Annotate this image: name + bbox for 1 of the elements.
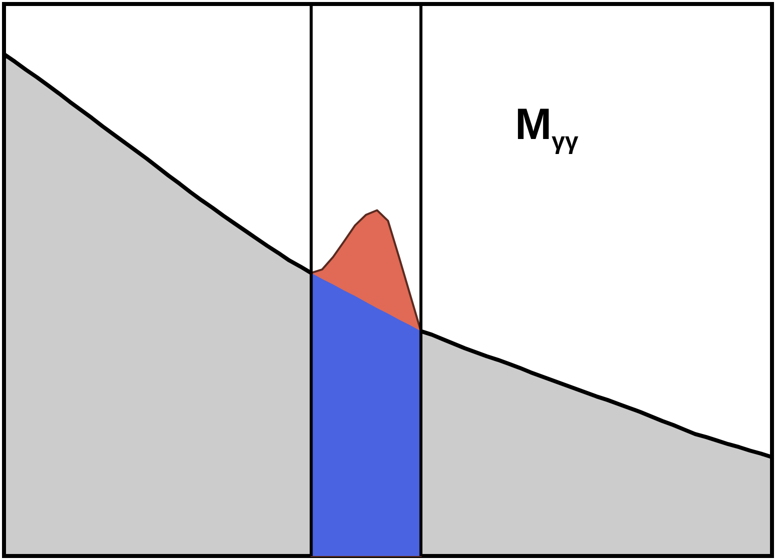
annotation: M$_{γγ}$: [515, 100, 578, 156]
